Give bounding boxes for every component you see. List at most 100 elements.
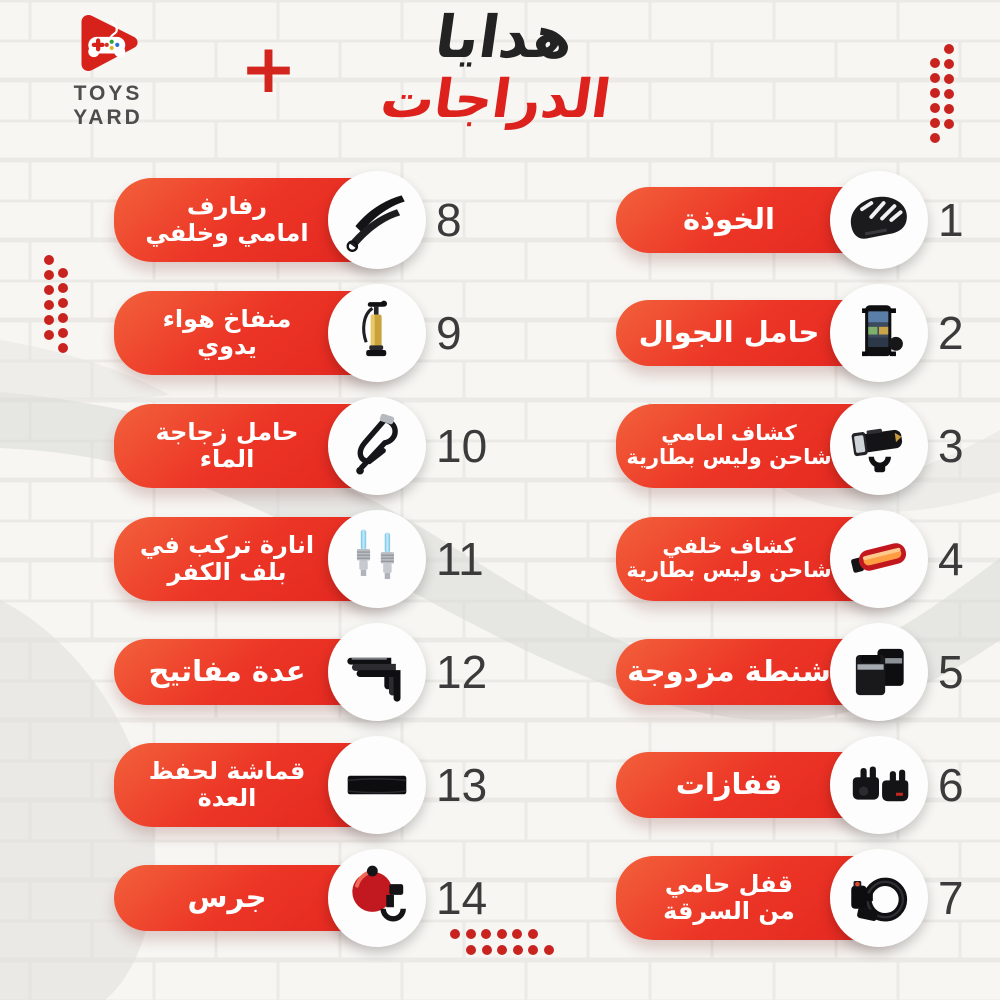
item-pill: حامل زجاجة الماء (114, 394, 426, 498)
item-row: شنطة مزدوجة 5 (616, 620, 964, 724)
red-dot (58, 343, 68, 353)
red-dot (44, 300, 54, 310)
item-label: كشاف خلفي شاحن وليس بطارية (626, 534, 832, 582)
item-row: قفل حامي من السرقة 7 (616, 846, 964, 950)
item-number: 12 (436, 646, 488, 698)
item-number: 5 (938, 646, 964, 698)
valve-light-icon (340, 522, 414, 596)
item-row: كشاف امامي شاحن وليس بطارية 3 (616, 394, 964, 498)
item-label: شنطة مزدوجة (627, 654, 831, 689)
item-pill: قفل حامي من السرقة (616, 846, 928, 950)
item-label: انارة تركب في بلف الكفر (139, 530, 315, 586)
item-number: 8 (436, 194, 462, 246)
item-image-circle (328, 284, 426, 382)
item-number: 10 (436, 420, 488, 472)
page-title: هدايا الدراجات (351, 3, 649, 131)
allen-keys-icon (340, 635, 414, 709)
item-pill: رفارف امامي وخلفي (114, 168, 426, 272)
item-label: حامل زجاجة الماء (155, 417, 299, 473)
red-dot (930, 73, 940, 83)
item-image-circle (328, 623, 426, 721)
red-dot (944, 119, 954, 129)
red-dot (512, 929, 522, 939)
red-dot (58, 283, 68, 293)
item-image-circle (328, 397, 426, 495)
item-pill: منفاخ هواء يدوي (114, 281, 426, 385)
red-dot (930, 88, 940, 98)
gamepad-play-logo-icon (38, 6, 178, 80)
item-image-circle (830, 849, 928, 947)
red-dot (944, 104, 954, 114)
red-dot (44, 315, 54, 325)
item-number: 2 (938, 307, 964, 359)
item-image-circle (328, 510, 426, 608)
red-dot (44, 270, 54, 280)
item-number: 11 (436, 533, 484, 585)
red-dot (481, 929, 491, 939)
red-dot (930, 58, 940, 68)
item-row: منفاخ هواء يدوي 9 (114, 281, 462, 385)
item-label: قماشة لحفظ العدة (148, 756, 306, 812)
gloves-icon (842, 748, 916, 822)
red-dot (944, 89, 954, 99)
phone-mount-icon (842, 296, 916, 370)
red-dot (528, 945, 538, 955)
red-dot (496, 929, 507, 939)
title-line1: هدايا (431, 3, 578, 71)
item-label: رفارف امامي وخلفي (145, 191, 309, 247)
item-label: عدة مفاتيح (148, 654, 306, 689)
item-pill: قماشة لحفظ العدة (114, 733, 426, 837)
item-pill: حامل الجوال (616, 281, 928, 385)
item-row: حامل زجاجة الماء 10 (114, 394, 487, 498)
bell-icon (340, 861, 414, 935)
red-dot (44, 255, 54, 265)
item-pill: قفازات (616, 733, 928, 837)
red-dot (58, 268, 68, 278)
red-dot (58, 328, 68, 338)
item-row: رفارف امامي وخلفي 8 (114, 168, 462, 272)
item-image-circle (830, 284, 928, 382)
item-row: قفازات 6 (616, 733, 964, 837)
item-image-circle (830, 736, 928, 834)
cable-lock-icon (842, 861, 916, 935)
red-dot (944, 59, 954, 69)
tool-cloth-icon (340, 748, 414, 822)
item-pill: كشاف امامي شاحن وليس بطارية (616, 394, 928, 498)
item-row: انارة تركب في بلف الكفر 11 (114, 507, 484, 611)
item-row: قماشة لحفظ العدة 13 (114, 733, 487, 837)
item-row: جرس 14 (114, 846, 487, 950)
item-label: منفاخ هواء يدوي (162, 304, 292, 360)
rear-light-icon (842, 522, 916, 596)
red-dot (944, 74, 954, 84)
red-dot (930, 118, 940, 128)
red-dot (930, 133, 940, 143)
item-image-circle (328, 736, 426, 834)
red-dot (527, 929, 538, 939)
item-label: قفل حامي من السرقة (663, 869, 795, 925)
brand-logo: TOYS YARD (38, 6, 178, 130)
item-label: جرس (187, 880, 267, 915)
item-image-circle (830, 510, 928, 608)
double-bag-icon (842, 635, 916, 709)
item-number: 4 (938, 533, 964, 585)
item-row: الخوذة 1 (616, 168, 964, 272)
item-pill: انارة تركب في بلف الكفر (114, 507, 426, 611)
hand-pump-icon (340, 296, 414, 370)
red-dot (58, 313, 68, 323)
red-dot (466, 945, 476, 955)
item-pill: الخوذة (616, 168, 928, 272)
item-image-circle (328, 171, 426, 269)
red-dot (481, 945, 492, 955)
item-image-circle (830, 397, 928, 495)
red-dot (450, 929, 460, 939)
item-image-circle (328, 849, 426, 947)
item-label: كشاف امامي شاحن وليس بطارية (626, 421, 832, 469)
item-pill: جرس (114, 846, 426, 950)
front-light-icon (842, 409, 916, 483)
red-dot (512, 945, 523, 955)
item-row: عدة مفاتيح 12 (114, 620, 487, 724)
plus-decoration: + (240, 30, 297, 109)
item-number: 13 (436, 759, 488, 811)
red-dot (44, 285, 54, 295)
